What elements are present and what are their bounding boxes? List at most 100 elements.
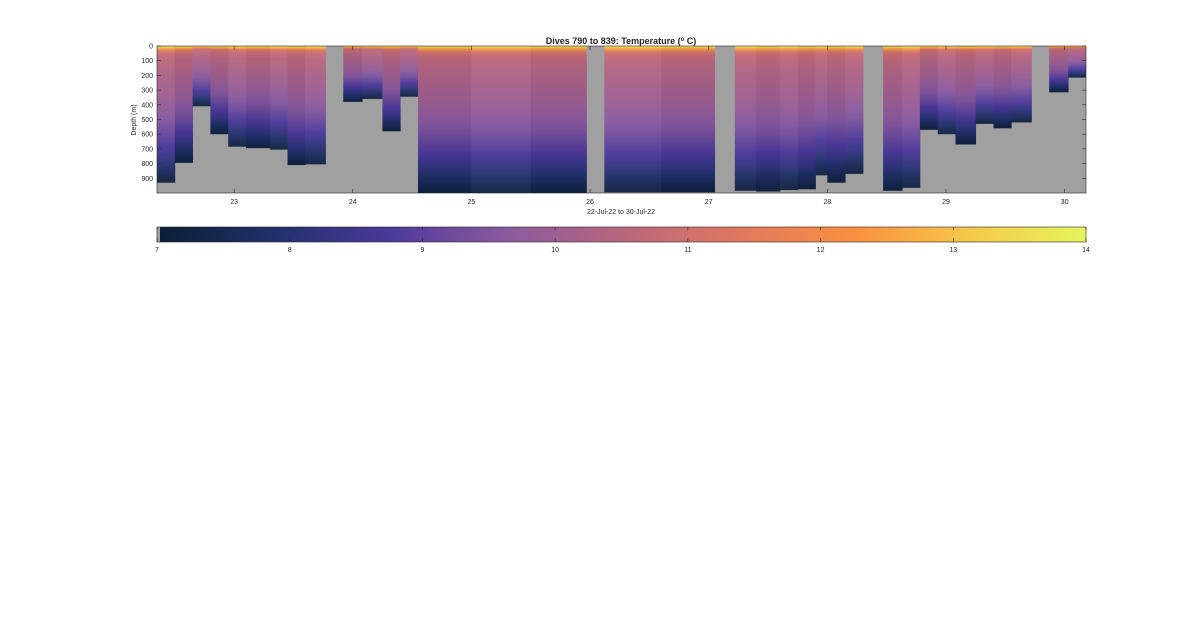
y-tick-label: 500 [141,117,153,124]
dive-profile-shade [902,46,920,188]
x-tick-label: 24 [349,199,357,206]
dive-profile-shade [661,46,714,192]
x-tick-label: 26 [586,199,594,206]
x-tick-label: 28 [823,199,831,206]
colorbar-gradient [157,227,1086,242]
dive-profile [530,46,587,193]
dive-profile [756,46,781,192]
dive-profile-shade [531,46,587,193]
dive-profile-shade [845,46,863,174]
dive-profile-shade [228,46,246,147]
y-tick-label: 400 [141,102,153,109]
y-tick-label: 900 [141,176,153,183]
dive-profile-shade [157,46,175,183]
dive-profile [902,46,921,188]
colorbar-tick-label: 13 [949,247,957,254]
dive-profile-shade [976,46,994,124]
dive-profile-shade [288,46,306,165]
dive-profile-shade [362,46,382,99]
colorbar-no-data-swatch [157,227,160,242]
dive-profile-shade [1068,46,1086,78]
dive-profile-shade [883,46,902,191]
dive-profile-shade [938,46,956,134]
dive-profile [471,46,532,193]
dive-profile [919,46,939,130]
dive-profile [287,46,306,166]
dive-profile-shade [920,46,938,130]
dive-profile [1049,46,1069,93]
dive-profile-shade [400,46,418,97]
colorbar-tick-label: 7 [155,247,159,254]
colorbar: 7 8 9 10 11 12 13 14 [155,226,1090,254]
dive-profile-shade [1049,46,1068,92]
y-tick-label: 100 [141,58,153,65]
dive-profile-shade [246,46,270,148]
dive-profile-shade [343,46,362,102]
dive-profile-shade [175,46,193,163]
dive-profile [157,46,176,183]
dive-profile [827,46,846,183]
dive-profile [269,46,288,150]
dive-profile-shade [798,46,816,189]
dive-profile-shade [270,46,288,150]
dive-profile [400,46,419,97]
dive-profile-shade [604,46,661,192]
dive-profile [975,46,994,124]
dive-profile [937,46,956,135]
dive-profile-shade [305,46,325,164]
dive-profile [210,46,229,135]
y-tick-label: 200 [141,73,153,80]
dive-profile [845,46,864,174]
dive-profile [362,46,383,99]
dive-profile [192,46,211,107]
dive-profile-shade [735,46,756,191]
dive-profile [955,46,977,145]
plot-area [157,46,1086,193]
dive-profile-shade [993,46,1011,128]
colorbar-tick-label: 10 [551,247,559,254]
x-tick-label: 27 [705,199,713,206]
x-axis-label: 22-Jul-22 to 30-Jul-22 [587,209,655,216]
dive-profile [228,46,247,147]
dive-profile-shade [193,46,211,106]
dive-profile [604,46,662,193]
dive-profile [174,46,193,163]
dive-profile [815,46,828,176]
x-tick-label: 30 [1061,199,1069,206]
dive-profile-shade [827,46,845,183]
dive-profile-shade [955,46,975,144]
x-axis: 23 24 25 26 27 28 29 30 [230,46,1069,206]
chart-title: Dives 790 to 839: Temperature (o C) [546,36,697,46]
colorbar-tick-label: 8 [288,247,292,254]
dive-profile-shade [382,46,400,131]
y-tick-label: 800 [141,161,153,168]
y-axis: 0 100 200 300 400 500 600 700 800 900 [141,44,1086,183]
y-tick-label: 600 [141,132,153,139]
dive-profile [305,46,326,165]
y-tick-label: 0 [149,44,153,51]
dive-profile [883,46,903,191]
dive-profile-shade [210,46,228,134]
dive-profile [797,46,816,190]
x-tick-label: 23 [230,199,238,206]
dive-profile-shade [418,46,471,193]
dive-profile [343,46,363,102]
x-tick-label: 25 [468,199,476,206]
y-axis-label: Depth (m) [131,104,138,135]
dive-profile-shade [815,46,827,175]
y-tick-label: 700 [141,146,153,153]
colorbar-frame [156,226,1087,243]
dive-profile [1068,46,1086,78]
colorbar-tick-label: 11 [684,247,691,254]
y-tick-label: 300 [141,88,153,95]
dive-profile-shade [471,46,530,193]
colorbar-tick-label: 14 [1082,247,1090,254]
dive-profile-shade [1011,46,1031,122]
dive-profile-shade [756,46,780,192]
dive-profile [245,46,271,149]
dive-profile [1011,46,1032,123]
colorbar-tick-label: 9 [420,247,424,254]
dive-profile [661,46,716,193]
